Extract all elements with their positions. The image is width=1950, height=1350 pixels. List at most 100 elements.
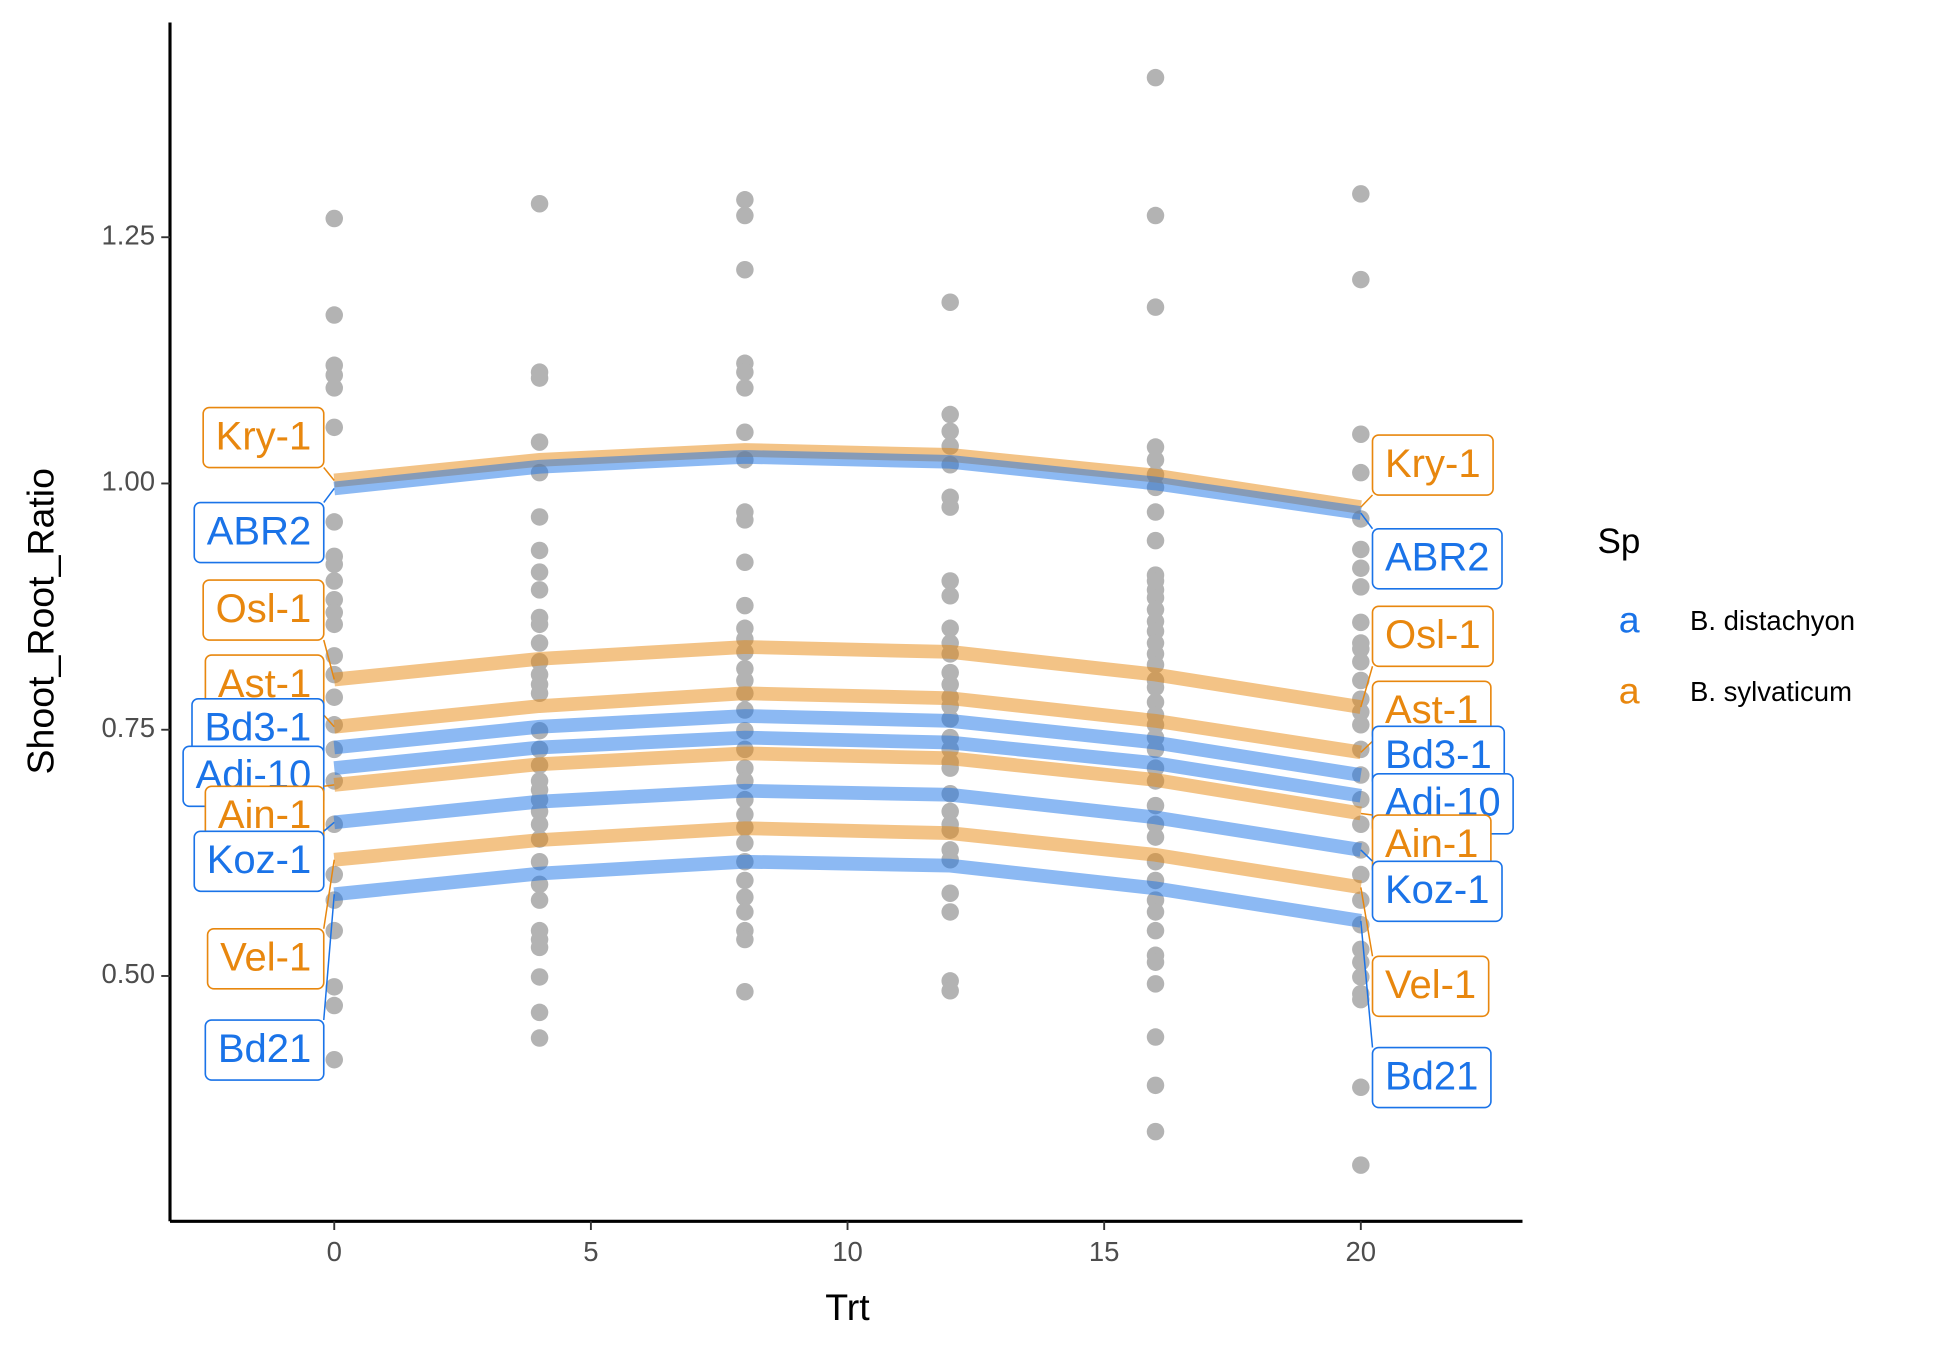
series-label-text: ABR2 [1385,536,1490,580]
series-label: Ain-1 [1360,812,1492,876]
data-point [325,1050,344,1069]
data-point [736,596,754,615]
data-point [736,553,754,572]
data-point [1352,815,1370,834]
label-box [1371,434,1494,496]
data-point [941,405,959,424]
data-point [1352,671,1370,690]
legend-title: Sp [1598,522,1641,561]
data-point [530,1003,549,1022]
plot-root: Trt Shoot_Root_Ratio Sp 0.50 0.75 1.00 1.25… [20,22,1855,1328]
data-point [325,688,344,706]
series-label-text: Osl-1 [1385,613,1481,657]
data-point [941,422,959,441]
data-point [1352,425,1370,443]
data-point [1352,463,1370,482]
label-box [202,579,325,641]
x-tick-label: 15 [1089,1236,1120,1267]
series-line [333,640,1362,714]
data-point [530,968,549,986]
data-point [736,260,754,279]
series-label: Kry-1 [1360,434,1494,508]
series-label-text: Vel-1 [1385,963,1476,1007]
data-point [736,363,754,381]
series-line [333,854,1362,928]
data-point [325,513,344,531]
data-point [1146,298,1165,316]
label-connector [1360,666,1374,708]
data-point [941,587,959,605]
data-point [325,418,344,437]
data-point [1352,1078,1370,1097]
data-point [941,675,959,694]
label-box [193,830,325,893]
label-connector [323,714,335,728]
data-point [325,996,344,1015]
x-tick-label: 20 [1346,1236,1377,1267]
legend-key: a [1619,598,1640,640]
data-point [1146,503,1165,521]
series-label: Bd3-1 [191,697,325,760]
legend-label: B. sylvaticum [1690,676,1852,707]
series-label-text: Kry-1 [1385,442,1481,486]
data-point [1352,640,1370,658]
data-point [1146,1076,1165,1095]
data-point [736,834,754,852]
data-point [1146,1122,1165,1141]
data-point [325,978,344,996]
data-point [736,903,754,921]
series-label-text: Koz-1 [207,838,311,882]
data-point [530,581,549,599]
data-point [736,805,754,824]
data-point [530,369,549,387]
data-point [941,802,959,821]
series-label-text: Koz-1 [1385,868,1490,912]
x-tick-label: 5 [583,1236,598,1267]
data-point [1146,975,1165,993]
series-line [333,450,1362,520]
legend-key: a [1619,670,1640,712]
data-point [941,903,959,921]
series-label-text: Vel-1 [220,936,311,980]
data-point [941,982,959,1000]
legend-label: B. distachyon [1690,605,1855,636]
data-point [736,671,754,690]
data-point [1352,559,1370,577]
data-point [1352,865,1370,884]
data-point [530,938,549,957]
data-point [1352,990,1370,1009]
series-line [333,686,1362,760]
data-point [530,541,549,560]
data-point [325,615,344,634]
data-point [736,982,754,1001]
data-point [325,555,344,574]
data-point [530,684,549,703]
data-point [530,891,549,909]
data-point [1146,796,1165,815]
data-point [1146,438,1165,456]
data-point [1352,185,1370,203]
data-point [325,921,344,940]
series-label-text: Ast-1 [1385,688,1478,732]
y-tick-label: 0.50 [101,958,155,989]
data-point [530,634,549,652]
data-point [530,1029,549,1047]
label-connector [323,859,335,929]
data-point [530,433,549,451]
label-box [206,927,325,990]
data-point [325,366,344,384]
data-point [941,884,959,902]
data-point [325,379,344,397]
data-point [325,865,344,884]
label-connector [1360,512,1374,530]
data-point [736,871,754,890]
data-point [1146,953,1165,971]
data-point [1352,891,1370,909]
data-point [1146,1028,1165,1046]
label-box [1371,527,1503,590]
label-box [1371,955,1490,1018]
series-label-text: Osl-1 [216,587,312,631]
label-box [1371,605,1494,668]
x-axis-title: Trt [825,1286,870,1328]
label-connector [1360,849,1374,862]
